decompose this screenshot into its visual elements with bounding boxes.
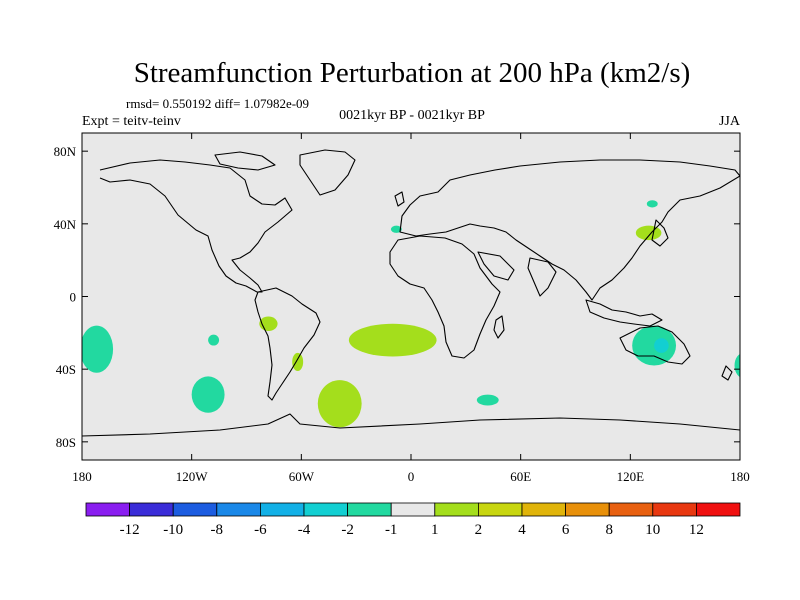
colorbar-label: -2 xyxy=(341,522,354,538)
contour-pos-argentina xyxy=(292,352,304,371)
coast-eurasia xyxy=(399,159,740,301)
stats-line: rmsd= 0.550192 diff= 1.07982e-09 xyxy=(126,96,309,111)
coast-arctic-islands xyxy=(214,151,276,171)
map-panel: 180 120W 60W 0 60E 120E 180 80N 40N 0 40S 80S xyxy=(54,132,750,484)
experiment-label: Expt = teitv-teinv xyxy=(82,114,181,129)
colorbar-label: 6 xyxy=(562,522,570,538)
period-label: 0021kyr BP - 0021kyr BP xyxy=(339,108,485,123)
coast-australia xyxy=(619,325,691,365)
colorbar-label: -12 xyxy=(120,522,140,538)
coast-uk xyxy=(394,191,405,207)
contour-regions xyxy=(82,200,740,428)
colorbar-label: 1 xyxy=(431,522,439,538)
contour-neg-south-pacific xyxy=(191,376,225,413)
y-axis: 80N 40N 0 40S 80S xyxy=(54,144,740,450)
contour-neg-sh-tip xyxy=(734,353,740,378)
coast-africa xyxy=(389,235,501,359)
coast-arabia xyxy=(477,251,515,281)
y-tick-label: 0 xyxy=(70,290,77,305)
colorbar-swatch xyxy=(608,502,654,517)
x-tick-label: 0 xyxy=(408,469,415,484)
contour-pos-japan xyxy=(635,225,662,241)
colorbar-swatch xyxy=(652,502,697,517)
colorbar-swatch xyxy=(477,502,523,517)
colorbar-swatch xyxy=(565,502,610,517)
season-label: JJA xyxy=(719,114,741,129)
colorbar: -12 -10 -8 -6 -4 -2 -1 1 2 4 6 8 10 12 xyxy=(85,502,741,538)
coast-new-zealand xyxy=(721,365,733,381)
coast-maritime xyxy=(585,299,663,327)
coast-india xyxy=(527,257,557,297)
contour-neg-siberia xyxy=(646,200,658,208)
colorbar-label: -8 xyxy=(211,522,224,538)
y-tick-label: 80N xyxy=(54,144,77,159)
coast-antarctica xyxy=(82,413,740,437)
coast-north-america xyxy=(99,159,293,293)
colorbar-label: 2 xyxy=(475,522,483,538)
x-tick-label: 120E xyxy=(617,469,645,484)
chart-title: Streamfunction Perturbation at 200 hPa (… xyxy=(134,57,691,89)
contour-neg-se-pacific-west xyxy=(82,325,114,373)
colorbar-swatch xyxy=(303,502,348,517)
map-background xyxy=(82,133,740,460)
x-tick-label: 180 xyxy=(72,469,92,484)
contour-neg-se-pacific-small xyxy=(208,334,220,346)
x-tick-label: 60W xyxy=(289,469,315,484)
colorbar-label: -4 xyxy=(298,522,311,538)
colorbar-swatch xyxy=(696,502,741,517)
colorbar-label: 12 xyxy=(689,522,704,538)
colorbar-swatch xyxy=(347,502,392,517)
contour-neg-gibraltar xyxy=(390,225,402,233)
x-axis: 180 120W 60W 0 60E 120E 180 xyxy=(72,133,750,484)
x-tick-label: 180 xyxy=(730,469,750,484)
colorbar-swatch xyxy=(85,502,130,517)
contour-neg-australia xyxy=(632,325,677,366)
coast-greenland xyxy=(299,149,356,196)
contour-pos-sw-atlantic xyxy=(317,380,362,428)
contour-neg-australia-core xyxy=(654,338,669,353)
colorbar-swatch xyxy=(521,502,566,517)
colorbar-label: 4 xyxy=(518,522,526,538)
y-tick-label: 80S xyxy=(56,435,76,450)
colorbar-swatch xyxy=(172,502,218,517)
colorbar-swatch xyxy=(434,502,479,517)
colorbar-swatch xyxy=(129,502,174,517)
colorbar-label: 10 xyxy=(645,522,660,538)
coast-south-america xyxy=(254,287,321,401)
coast-japan xyxy=(651,219,669,247)
x-tick-label: 120W xyxy=(176,469,209,484)
contour-neg-south-indian xyxy=(476,394,499,406)
colorbar-swatch xyxy=(259,502,305,517)
x-tick-label: 60E xyxy=(510,469,531,484)
y-tick-label: 40S xyxy=(56,362,76,377)
colorbar-swatch xyxy=(390,502,436,517)
y-tick-label: 40N xyxy=(54,217,77,232)
coast-madagascar xyxy=(493,315,505,339)
contour-pos-south-atlantic xyxy=(348,323,437,357)
colorbar-swatch xyxy=(216,502,261,517)
coastlines xyxy=(82,149,740,437)
colorbar-label: -6 xyxy=(254,522,267,538)
colorbar-label: -1 xyxy=(385,522,398,538)
colorbar-label: 8 xyxy=(605,522,613,538)
colorbar-label: -10 xyxy=(163,522,183,538)
